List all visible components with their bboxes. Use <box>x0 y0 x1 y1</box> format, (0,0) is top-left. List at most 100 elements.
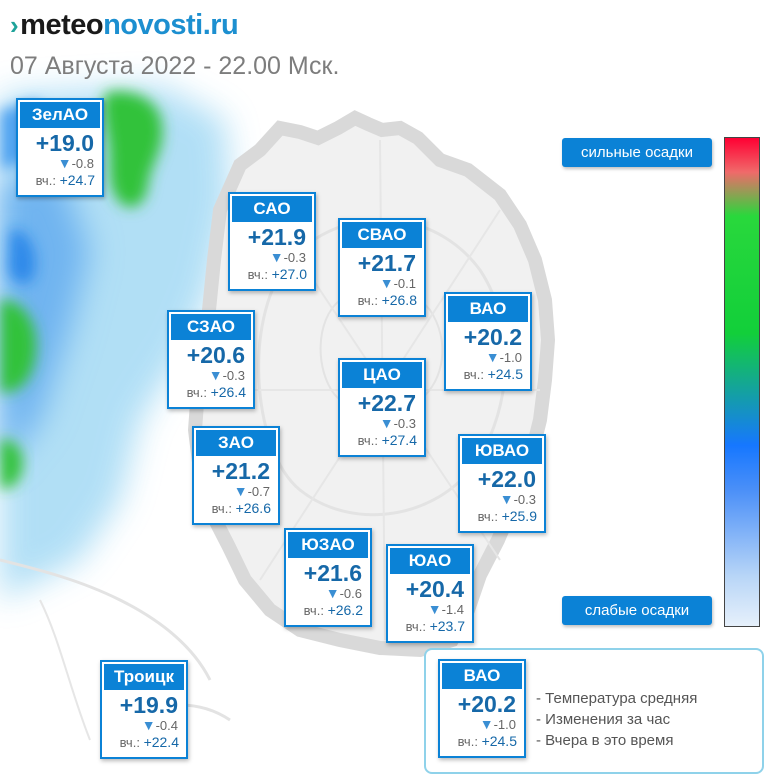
legend-item-change: - Изменения за час <box>536 711 671 728</box>
down-arrow-icon: ▼ <box>379 415 394 431</box>
district-yesterday: вч.: +27.0 <box>230 265 314 284</box>
district-change: ▼-0.3 <box>169 367 253 384</box>
district-change: ▼-0.6 <box>286 586 370 602</box>
scale-label-weak: слабые осадки <box>562 596 712 625</box>
district-yesterday: вч.: +23.7 <box>388 617 472 636</box>
chevron-logo-icon: › <box>10 10 19 40</box>
change-value: -0.7 <box>247 484 270 499</box>
yesterday-prefix: вч.: <box>463 367 484 382</box>
district-name: Троицк <box>104 664 184 690</box>
change-value: -0.3 <box>513 492 536 507</box>
change-value: -1.4 <box>441 602 464 617</box>
change-value: -0.4 <box>155 718 178 733</box>
district-yesterday: вч.: +26.6 <box>194 499 278 518</box>
legend-sample-card: ВАО +20.2 ▼-1.0 вч.: +24.5 <box>438 659 526 758</box>
down-arrow-icon: ▼ <box>141 717 156 733</box>
district-name: ЗелАО <box>20 102 100 128</box>
district-temp: +19.0 <box>35 130 94 156</box>
yesterday-value: +25.9 <box>501 508 537 524</box>
district-change: ▼-1.0 <box>446 349 530 366</box>
district-yesterday: вч.: +26.8 <box>340 291 424 310</box>
down-arrow-icon: ▼ <box>379 275 394 291</box>
district-temp: +21.2 <box>211 458 270 484</box>
district-name: СЗАО <box>171 314 251 340</box>
district-yesterday: вч.: +26.2 <box>286 601 370 620</box>
yesterday-prefix: вч.: <box>457 734 478 749</box>
district-name: ЗАО <box>196 430 276 456</box>
district-card-vao: ВАО +20.2 ▼-1.0 вч.: +24.5 <box>444 292 532 391</box>
district-yesterday: вч.: +24.5 <box>446 365 530 384</box>
down-arrow-icon: ▼ <box>485 349 500 365</box>
brand-part1: meteo <box>20 9 104 41</box>
district-name: ЮАО <box>390 548 470 574</box>
yesterday-value: +27.0 <box>271 266 307 282</box>
down-arrow-icon: ▼ <box>427 601 442 617</box>
district-temp: +20.4 <box>405 576 464 602</box>
yesterday-prefix: вч.: <box>119 735 140 750</box>
district-name: СВАО <box>342 222 422 248</box>
precipitation-overlay <box>0 85 230 600</box>
district-change: ▼-0.3 <box>460 491 544 508</box>
district-card-yuzao: ЮЗАО +21.6 ▼-0.6 вч.: +26.2 <box>284 528 372 627</box>
district-name: ВАО <box>442 663 522 689</box>
yesterday-prefix: вч.: <box>405 619 426 634</box>
yesterday-value: +26.2 <box>327 602 363 618</box>
district-change: ▼-0.1 <box>340 275 424 292</box>
district-temp: +19.9 <box>119 692 178 718</box>
date-time-title: 07 Августа 2022 - 22.00 Мск. <box>10 52 340 80</box>
change-value: -0.3 <box>283 250 306 265</box>
legend-item-temp: - Температура средняя <box>536 690 698 707</box>
down-arrow-icon: ▼ <box>479 716 494 732</box>
district-change: ▼-1.4 <box>388 601 472 618</box>
change-value: -0.3 <box>393 416 416 431</box>
district-card-cao: ЦАО +22.7 ▼-0.3 вч.: +27.4 <box>338 358 426 457</box>
yesterday-prefix: вч.: <box>357 433 378 448</box>
district-name: САО <box>232 196 312 222</box>
yesterday-value: +26.6 <box>235 500 271 516</box>
district-card-troitsk: Троицк +19.9 ▼-0.4 вч.: +22.4 <box>100 660 188 759</box>
yesterday-prefix: вч.: <box>357 293 378 308</box>
district-temp: +21.9 <box>247 224 306 250</box>
district-name: ВАО <box>448 296 528 322</box>
district-card-yuao: ЮАО +20.4 ▼-1.4 вч.: +23.7 <box>386 544 474 643</box>
district-card-zelao: ЗелАО +19.0 ▼-0.8 вч.: +24.7 <box>16 98 104 197</box>
district-name: ЮЗАО <box>288 532 368 558</box>
district-name: ЮВАО <box>462 438 542 464</box>
brand-part2: novosti.ru <box>103 9 239 41</box>
down-arrow-icon: ▼ <box>499 491 514 507</box>
district-temp: +22.0 <box>477 466 536 492</box>
yesterday-value: +26.8 <box>381 292 417 308</box>
district-temp: +20.2 <box>463 324 522 350</box>
district-card-sao: САО +21.9 ▼-0.3 вч.: +27.0 <box>228 192 316 291</box>
brand-logo[interactable]: ›meteonovosti.ru <box>10 8 239 42</box>
district-temp: +21.7 <box>357 250 416 276</box>
yesterday-prefix: вч.: <box>247 267 268 282</box>
precipitation-scale-bar <box>724 137 760 627</box>
district-card-szao: СЗАО +20.6 ▼-0.3 вч.: +26.4 <box>167 310 255 409</box>
district-change: ▼-1.0 <box>440 716 524 733</box>
district-card-zao: ЗАО +21.2 ▼-0.7 вч.: +26.6 <box>192 426 280 525</box>
district-change: ▼-0.4 <box>102 717 186 734</box>
district-change: ▼-0.3 <box>230 250 314 266</box>
yesterday-value: +24.5 <box>487 366 523 382</box>
district-yesterday: вч.: +22.4 <box>102 733 186 752</box>
scale-label-strong: сильные осадки <box>562 138 712 167</box>
district-yesterday: вч.: +25.9 <box>460 507 544 526</box>
district-yesterday: вч.: +27.4 <box>340 431 424 450</box>
change-value: -0.3 <box>222 368 245 383</box>
yesterday-value: +24.5 <box>481 733 517 749</box>
yesterday-value: +27.4 <box>381 432 417 448</box>
yesterday-value: +23.7 <box>429 618 465 634</box>
yesterday-prefix: вч.: <box>211 501 232 516</box>
change-value: -0.8 <box>71 156 94 171</box>
yesterday-value: +26.4 <box>210 384 246 400</box>
district-card-yuvao: ЮВАО +22.0 ▼-0.3 вч.: +25.9 <box>458 434 546 533</box>
legend-item-yesterday: - Вчера в это время <box>536 732 674 749</box>
district-yesterday: вч.: +24.5 <box>440 732 524 751</box>
yesterday-prefix: вч.: <box>35 173 56 188</box>
down-arrow-icon: ▼ <box>208 367 223 383</box>
yesterday-value: +22.4 <box>143 734 179 750</box>
yesterday-prefix: вч.: <box>186 385 207 400</box>
change-value: -1.0 <box>493 717 516 732</box>
yesterday-value: +24.7 <box>59 172 95 188</box>
